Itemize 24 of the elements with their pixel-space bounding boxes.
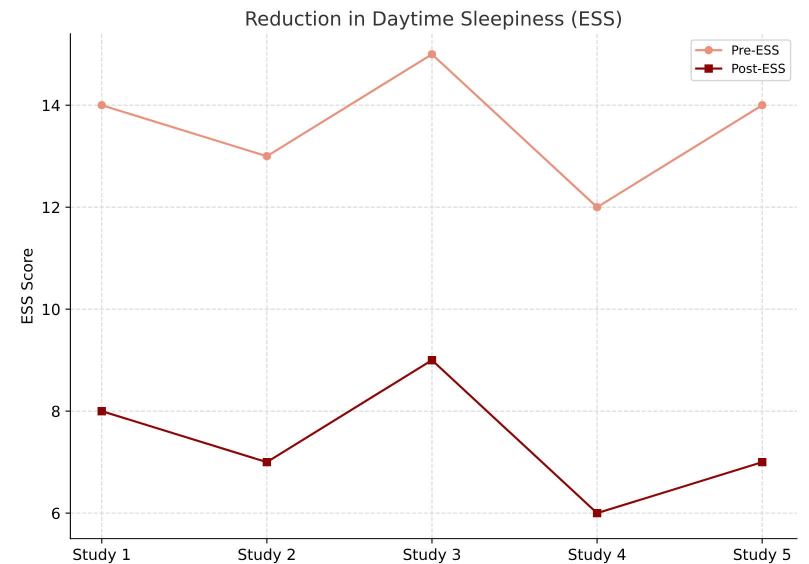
y-tick-label: 10 [42, 304, 60, 316]
point [98, 101, 106, 110]
x-tick-label: Study 3 [404, 548, 460, 564]
point [98, 406, 106, 416]
x-tick-label: Study 1 [73, 548, 130, 564]
x-tick-label: Study 4 [568, 548, 626, 564]
point [758, 458, 766, 466]
legend-label: Pre-ESS [732, 45, 779, 55]
point [428, 356, 436, 364]
point [428, 50, 436, 58]
point [262, 152, 272, 160]
legend-label: Post-ESS [732, 64, 785, 74]
x-tick-label: Study 2 [238, 548, 295, 564]
y-tick-label: 12 [42, 202, 60, 214]
chart-title: Reduction in Daytime Sleepiness (ESS) [246, 10, 621, 30]
point [592, 203, 602, 212]
y-tick-label: 6 [52, 508, 60, 520]
y-axis-title: ESS Score [21, 248, 33, 324]
point [262, 458, 272, 466]
point [592, 508, 602, 518]
y-tick-label: 14 [42, 100, 60, 112]
point [758, 101, 766, 110]
y-tick-label: 8 [52, 406, 60, 418]
x-tick-label: Study 5 [734, 548, 790, 564]
